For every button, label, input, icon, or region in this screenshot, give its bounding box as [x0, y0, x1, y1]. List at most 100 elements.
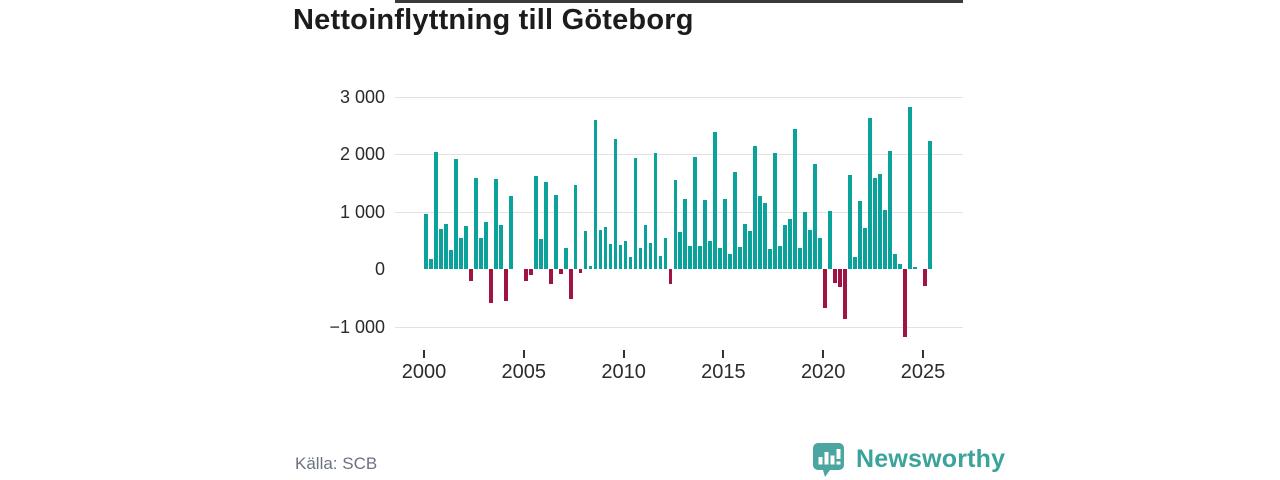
bar: [758, 196, 763, 269]
bar: [578, 269, 583, 273]
brand-name: Newsworthy: [856, 445, 1006, 473]
bar: [588, 265, 593, 270]
bar: [424, 213, 428, 269]
gridline: [395, 211, 963, 213]
bar: [923, 269, 927, 286]
bar: [878, 173, 882, 269]
bar: [898, 264, 902, 269]
bar: [633, 158, 638, 269]
bar: [608, 244, 613, 269]
bar: [783, 225, 788, 269]
bar: [453, 158, 458, 269]
bar: [863, 227, 867, 269]
x-tick-label: 2010: [601, 361, 646, 383]
bar: [927, 140, 932, 269]
source-label: Källa: SCB: [295, 454, 378, 473]
bar: [753, 145, 758, 269]
bar: [438, 228, 443, 269]
bar: [693, 157, 698, 269]
x-tick-mark: [722, 350, 725, 358]
bar: [483, 222, 488, 269]
bar: [723, 199, 728, 269]
bar: [428, 258, 433, 269]
bar: [648, 243, 653, 269]
bar: [763, 202, 768, 269]
bar: [643, 224, 648, 269]
bar: [558, 269, 563, 275]
bar: [913, 267, 917, 269]
bar: [628, 256, 633, 269]
chart-title: Nettoinflyttning till Göteborg: [293, 4, 694, 36]
bar: [678, 231, 683, 269]
bar: [443, 224, 448, 270]
bar: [503, 269, 508, 301]
bar: [563, 248, 568, 269]
bar: [883, 209, 887, 269]
y-tick-label: 2 000: [339, 144, 385, 164]
bar: [788, 219, 793, 269]
bar: [528, 269, 533, 275]
bar: [748, 231, 753, 269]
bar: [473, 178, 478, 269]
bar: [623, 240, 628, 269]
bar: [718, 248, 723, 269]
bar: [873, 178, 877, 269]
bar: [598, 229, 603, 269]
x-tick-mark: [622, 350, 625, 358]
y-tick-label: 0: [374, 259, 385, 279]
bar: [463, 225, 468, 269]
bar: [728, 253, 733, 269]
bar: [773, 152, 778, 269]
x-tick-mark: [423, 350, 425, 358]
zero-axis-line: [395, 0, 963, 3]
bar: [458, 237, 463, 269]
bar: [733, 172, 738, 269]
bar: [508, 196, 513, 269]
bar: [858, 200, 862, 269]
bar: [498, 224, 503, 269]
gridline: [395, 326, 963, 328]
bar: [468, 269, 473, 281]
bar: [893, 254, 897, 269]
bar: [523, 269, 528, 282]
bar-chart-speech-bubble-icon: [810, 441, 847, 478]
bar: [673, 180, 678, 269]
bar: [653, 153, 658, 269]
y-tick-label: −1 000: [329, 316, 385, 337]
bar: [663, 237, 668, 269]
bar: [638, 248, 643, 269]
bar: [568, 269, 573, 299]
bar: [593, 120, 598, 269]
bar: [713, 131, 718, 269]
bar: [613, 138, 618, 269]
bar: [743, 223, 748, 269]
bar: [493, 179, 498, 269]
bar: [903, 269, 907, 337]
bar: [848, 174, 852, 269]
bar: [603, 226, 608, 269]
bar: [778, 245, 783, 269]
bar: [808, 229, 813, 269]
bar: [803, 211, 808, 269]
bar: [688, 245, 693, 269]
bar: [488, 269, 493, 303]
brand-logo: Newsworthy: [810, 441, 1005, 478]
bar: [543, 181, 548, 269]
bar: [768, 248, 773, 269]
gridline: [395, 154, 963, 155]
bar: [548, 269, 553, 284]
gridline: [395, 96, 963, 98]
bar: [738, 246, 743, 269]
bar: [618, 244, 623, 269]
bar: [583, 231, 588, 269]
bar: [668, 269, 673, 284]
bar: [698, 245, 703, 269]
bar: [908, 107, 912, 269]
bar: [823, 269, 827, 308]
bar: [703, 200, 708, 269]
bar: [888, 150, 892, 269]
y-tick-label: 1 000: [339, 201, 385, 222]
x-tick-label: 2020: [800, 361, 846, 383]
x-tick-label: 2015: [701, 361, 746, 383]
bar: [828, 210, 832, 269]
